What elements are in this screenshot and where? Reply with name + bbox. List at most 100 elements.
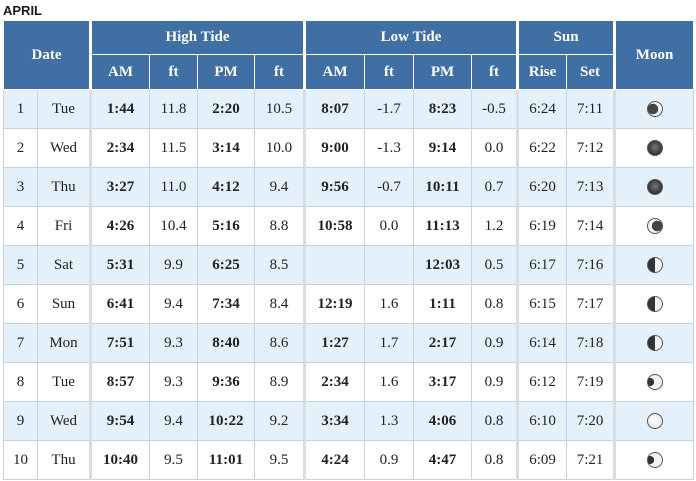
- moon-cell: [613, 128, 695, 168]
- high-pm-time: 6:25: [197, 245, 255, 285]
- high-pm-time: 9:36: [197, 362, 255, 402]
- high-am-time: 6:41: [89, 284, 150, 324]
- high-am-ft: 11.5: [149, 128, 198, 168]
- day-number: 10: [3, 440, 38, 480]
- high-pm-time: 2:20: [197, 89, 255, 129]
- table-row: 4 Fri 4:26 10.4 5:16 8.8 10:58 0.0 11:13…: [3, 206, 695, 246]
- moon-waning-crescent-icon: [646, 101, 663, 118]
- low-pm-ft: 0.5: [470, 245, 519, 285]
- header-row-groups: Date High Tide Low Tide Sun Moon: [3, 20, 695, 90]
- table-row: 2 Wed 2:34 11.5 3:14 10.0 9:00 -1.3 9:14…: [3, 128, 695, 168]
- low-pm-ft: 0.8: [470, 401, 519, 441]
- day-number: 8: [3, 362, 38, 402]
- low-am-time: 9:00: [303, 128, 365, 168]
- moon-cell: [613, 167, 695, 207]
- high-pm-ft: 9.5: [254, 440, 305, 480]
- low-am-ft: 0.0: [364, 206, 414, 246]
- low-pm-ft: 0.9: [470, 323, 519, 363]
- low-am-time: 10:58: [303, 206, 365, 246]
- low-pm-time: 12:03: [413, 245, 472, 285]
- moon-first-quarter-icon: [646, 257, 663, 274]
- low-pm-time: 8:23: [413, 89, 472, 129]
- low-am-ft: -0.7: [364, 167, 414, 207]
- table-row: 9 Wed 9:54 9.4 10:22 9.2 3:34 1.3 4:06 0…: [3, 401, 695, 441]
- day-number: 9: [3, 401, 38, 441]
- header-high-tide: High Tide: [89, 20, 305, 55]
- low-pm-time: 2:17: [413, 323, 472, 363]
- weekday: Wed: [37, 401, 91, 441]
- sunset: 7:21: [566, 440, 616, 480]
- low-pm-ft: 0.8: [470, 440, 519, 480]
- sunset: 7:11: [566, 89, 616, 129]
- sunrise: 6:09: [516, 440, 568, 480]
- tide-table-body: 1 Tue 1:44 11.8 2:20 10.5 8:07 -1.7 8:23…: [3, 89, 695, 480]
- sunrise: 6:17: [516, 245, 568, 285]
- moon-new-icon: [646, 179, 663, 196]
- day-number: 2: [3, 128, 38, 168]
- high-am-time: 8:57: [89, 362, 150, 402]
- high-pm-ft: 8.9: [254, 362, 305, 402]
- header-sunset: Set: [566, 54, 616, 90]
- weekday: Thu: [37, 440, 91, 480]
- table-row: 8 Tue 8:57 9.3 9:36 8.9 2:34 1.6 3:17 0.…: [3, 362, 695, 402]
- day-number: 3: [3, 167, 38, 207]
- day-number: 4: [3, 206, 38, 246]
- high-pm-ft: 8.6: [254, 323, 305, 363]
- high-am-time: 2:34: [89, 128, 150, 168]
- low-pm-time: 11:13: [413, 206, 472, 246]
- header-sunrise: Rise: [516, 54, 568, 90]
- moon-cell: [613, 401, 695, 441]
- low-am-ft: 1.6: [364, 362, 414, 402]
- sunrise: 6:19: [516, 206, 568, 246]
- moon-cell: [613, 89, 695, 129]
- sunset: 7:18: [566, 323, 616, 363]
- sunrise: 6:12: [516, 362, 568, 402]
- sunrise: 6:15: [516, 284, 568, 324]
- sunset: 7:13: [566, 167, 616, 207]
- sunset: 7:14: [566, 206, 616, 246]
- low-am-ft: -1.3: [364, 128, 414, 168]
- moon-cell: [613, 206, 695, 246]
- high-am-time: 1:44: [89, 89, 150, 129]
- moon-full-icon: [646, 413, 663, 430]
- table-row: 6 Sun 6:41 9.4 7:34 8.4 12:19 1.6 1:11 0…: [3, 284, 695, 324]
- low-pm-ft: -0.5: [470, 89, 519, 129]
- moon-new-icon: [646, 140, 663, 157]
- low-pm-time: 4:47: [413, 440, 472, 480]
- header-low-am-ft: ft: [364, 54, 414, 90]
- moon-first-quarter-icon: [646, 296, 663, 313]
- high-pm-ft: 9.4: [254, 167, 305, 207]
- high-am-ft: 9.3: [149, 362, 198, 402]
- high-pm-time: 3:14: [197, 128, 255, 168]
- low-pm-time: 3:17: [413, 362, 472, 402]
- low-am-time: 1:27: [303, 323, 365, 363]
- high-am-time: 4:26: [89, 206, 150, 246]
- sunset: 7:17: [566, 284, 616, 324]
- header-sun: Sun: [516, 20, 616, 55]
- high-pm-ft: 10.5: [254, 89, 305, 129]
- moon-cell: [613, 362, 695, 402]
- high-am-ft: 9.5: [149, 440, 198, 480]
- low-pm-time: 9:14: [413, 128, 472, 168]
- low-am-time: [303, 245, 365, 285]
- high-am-ft: 9.9: [149, 245, 198, 285]
- sunrise: 6:10: [516, 401, 568, 441]
- high-am-time: 3:27: [89, 167, 150, 207]
- low-am-ft: -1.7: [364, 89, 414, 129]
- high-am-ft: 11.0: [149, 167, 198, 207]
- sunrise: 6:24: [516, 89, 568, 129]
- low-am-time: 9:56: [303, 167, 365, 207]
- sunset: 7:19: [566, 362, 616, 402]
- high-pm-ft: 10.0: [254, 128, 305, 168]
- low-pm-time: 4:06: [413, 401, 472, 441]
- low-pm-time: 10:11: [413, 167, 472, 207]
- moon-cell: [613, 284, 695, 324]
- high-am-time: 5:31: [89, 245, 150, 285]
- low-am-time: 8:07: [303, 89, 365, 129]
- table-row: 3 Thu 3:27 11.0 4:12 9.4 9:56 -0.7 10:11…: [3, 167, 695, 207]
- header-low-tide: Low Tide: [302, 20, 519, 55]
- low-pm-ft: 0.8: [470, 284, 519, 324]
- high-pm-time: 11:01: [197, 440, 255, 480]
- table-row: 7 Mon 7:51 9.3 8:40 8.6 1:27 1.7 2:17 0.…: [3, 323, 695, 363]
- weekday: Sat: [37, 245, 91, 285]
